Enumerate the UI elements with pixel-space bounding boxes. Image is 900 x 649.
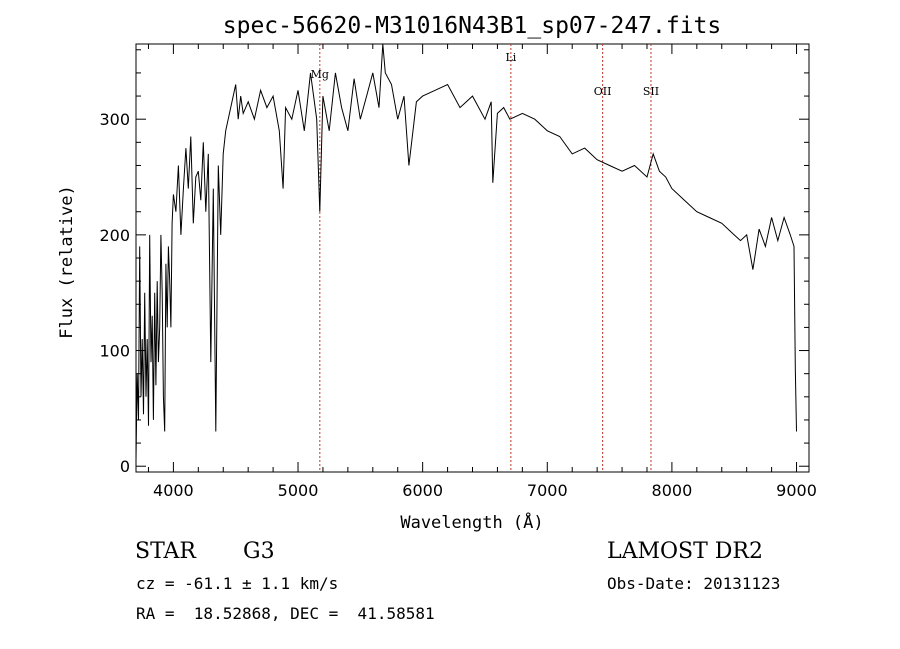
- x-tick-label: 6000: [402, 481, 443, 500]
- chart-title: spec-56620-M31016N43B1_sp07-247.fits: [223, 13, 722, 39]
- x-tick-label: 4000: [153, 481, 194, 500]
- spectral-line-markers: Mg Li OII SII: [311, 44, 659, 472]
- x-tick-label: 7000: [527, 481, 568, 500]
- object-class: STAR: [135, 539, 196, 564]
- spectrum-line: [135, 43, 797, 461]
- spectral-line-label: OII: [594, 85, 612, 98]
- y-tick-label: 0: [120, 457, 130, 476]
- object-subclass: G3: [243, 539, 275, 564]
- x-tick-label: 9000: [776, 481, 817, 500]
- x-axis-label: Wavelength (Å): [400, 511, 543, 533]
- redshift-velocity: cz = -61.1 ± 1.1 km/s: [136, 574, 339, 593]
- ra-dec-coordinates: RA = 18.52868, DEC = 41.58581: [136, 604, 435, 623]
- survey-name: LAMOST DR2: [607, 539, 763, 564]
- y-axis-label: Flux (relative): [57, 185, 77, 339]
- spectral-line-label: Li: [505, 51, 516, 64]
- observation-date: Obs-Date: 20131123: [607, 574, 781, 593]
- spectral-line-label: Mg: [311, 68, 329, 81]
- spectral-line-label: SII: [643, 85, 659, 98]
- x-tick-label: 8000: [652, 481, 693, 500]
- y-tick-label: 200: [99, 226, 130, 245]
- axis-ticks: 4000 5000 6000 7000 8000 9000 0 100 200 300: [99, 44, 817, 500]
- y-tick-label: 300: [99, 110, 130, 129]
- y-tick-label: 100: [99, 342, 130, 361]
- x-tick-label: 5000: [278, 481, 319, 500]
